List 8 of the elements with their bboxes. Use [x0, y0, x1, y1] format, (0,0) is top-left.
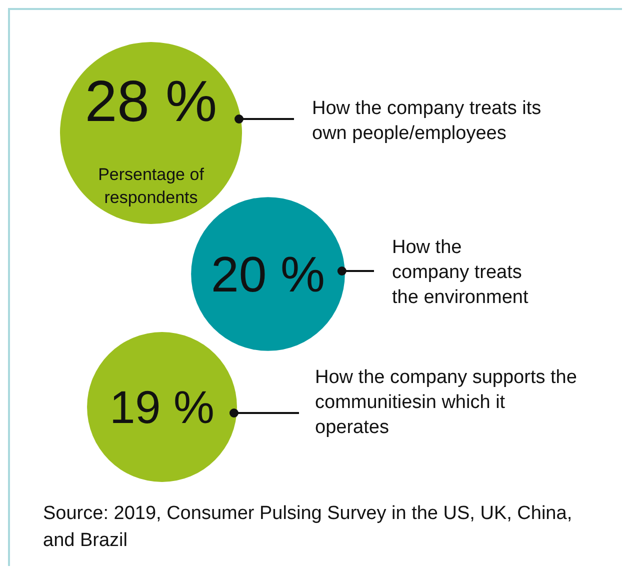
category-label: How the company treats the environment	[392, 236, 530, 310]
source-note: Source: 2019, Consumer Pulsing Survey in the US, UK, China, and Brazil	[43, 502, 574, 553]
category-label: How the company treats its own people/employees	[312, 97, 542, 146]
text: Persentage of respondents	[97, 164, 205, 209]
data-label: 19 %	[110, 381, 214, 434]
data-label: 28 %	[84, 69, 218, 134]
category-label: How the company supports the communitiesin which it operates	[315, 366, 578, 440]
data-label: 20 %	[211, 246, 325, 302]
